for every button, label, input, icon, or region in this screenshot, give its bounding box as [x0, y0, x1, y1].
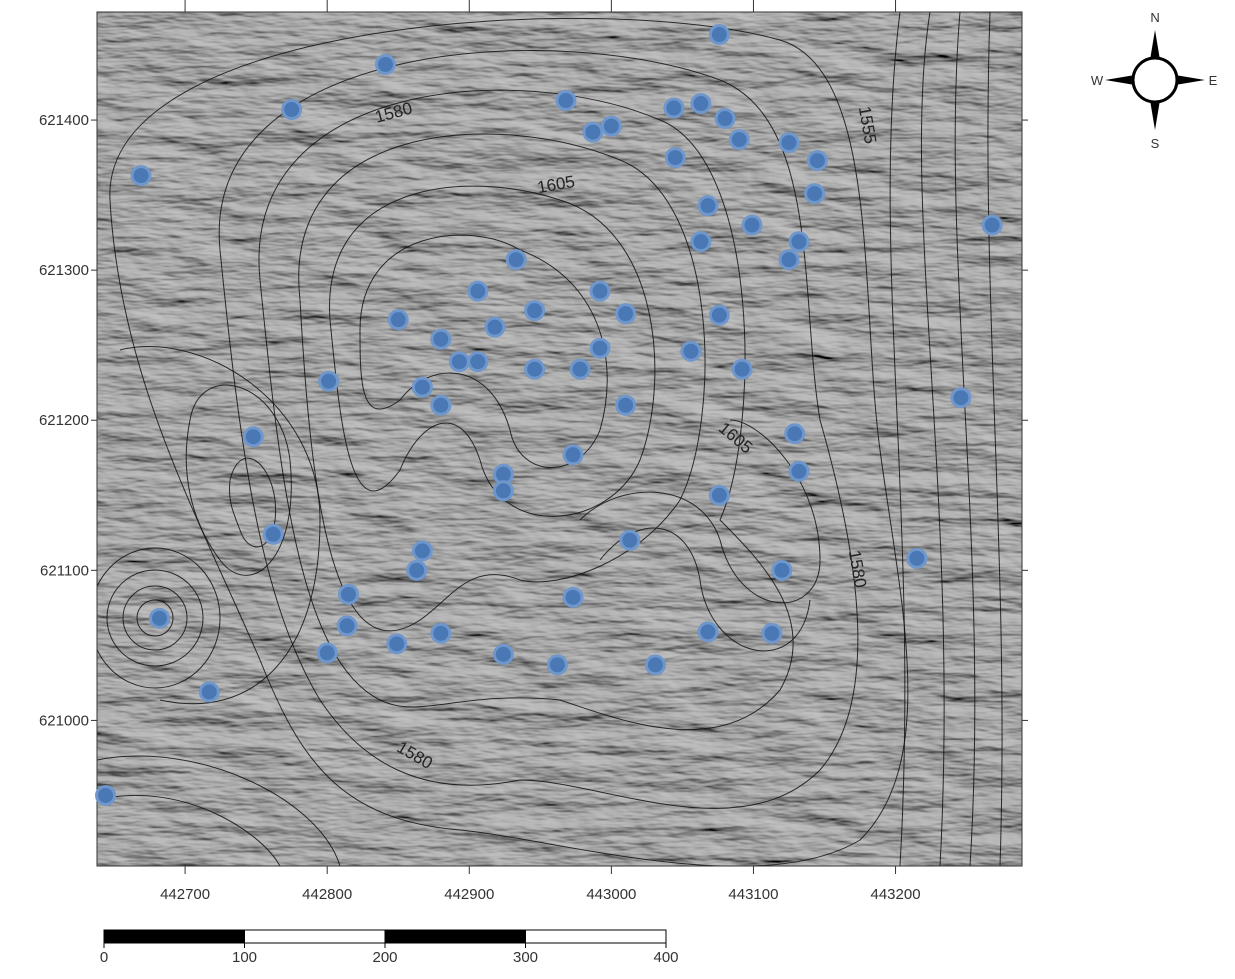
scale-segment: [245, 930, 386, 943]
sample-point: [151, 609, 169, 627]
sample-point: [808, 152, 826, 170]
map-body: 1580 1605 1555 1605 1580 1580: [90, 12, 1022, 866]
sample-point: [413, 542, 431, 560]
sample-point: [548, 656, 566, 674]
sample-point: [486, 318, 504, 336]
sample-point: [666, 149, 684, 167]
sample-point: [699, 623, 717, 641]
sample-point: [376, 56, 394, 74]
sample-point: [591, 339, 609, 357]
x-tick-label: 442700: [160, 886, 210, 903]
compass-north: N: [1150, 10, 1159, 25]
sample-point: [320, 372, 338, 390]
sample-point: [780, 251, 798, 269]
x-tick-label: 442800: [302, 886, 352, 903]
sample-point: [710, 306, 728, 324]
sample-point: [790, 233, 808, 251]
scale-segment: [385, 930, 526, 943]
sample-point: [339, 585, 357, 603]
sample-point: [665, 99, 683, 117]
x-tick-label: 442900: [444, 886, 494, 903]
x-tick-label: 443100: [728, 886, 778, 903]
sample-point: [526, 360, 544, 378]
sample-point: [507, 251, 525, 269]
sample-point: [730, 131, 748, 149]
scale-label: 0: [100, 949, 108, 966]
y-tick-label: 621100: [40, 562, 89, 579]
sample-point: [908, 549, 926, 567]
sample-point: [790, 462, 808, 480]
sample-point: [526, 302, 544, 320]
sample-point: [388, 635, 406, 653]
sample-point: [432, 624, 450, 642]
scale-label: 300: [513, 949, 538, 966]
sample-point: [571, 360, 589, 378]
sample-point: [773, 561, 791, 579]
sample-point: [200, 683, 218, 701]
sample-point: [743, 216, 761, 234]
scale-label: 200: [372, 949, 397, 966]
sample-point: [733, 360, 751, 378]
sample-point: [780, 134, 798, 152]
sample-point: [494, 482, 512, 500]
sample-point: [494, 645, 512, 663]
sample-point: [682, 342, 700, 360]
scale-label: 100: [232, 949, 257, 966]
compass-west: W: [1091, 73, 1104, 88]
sample-point: [983, 216, 1001, 234]
sample-point: [432, 330, 450, 348]
sample-point: [413, 378, 431, 396]
y-tick-label: 621300: [39, 262, 89, 279]
sample-point: [710, 486, 728, 504]
sample-point: [692, 233, 710, 251]
y-tick-label: 621400: [39, 112, 89, 129]
sample-point: [564, 588, 582, 606]
sample-point: [450, 353, 468, 371]
sample-point: [716, 110, 734, 128]
scale-segment: [104, 930, 245, 943]
x-tick-label: 443200: [871, 886, 921, 903]
sample-point: [264, 525, 282, 543]
scale-label: 400: [653, 949, 678, 966]
compass: N E S W: [1091, 10, 1218, 151]
sample-point: [617, 396, 635, 414]
sample-point: [617, 305, 635, 323]
sample-point: [952, 389, 970, 407]
compass-south: S: [1151, 136, 1160, 151]
map: 1580 1605 1555 1605 1580 1580 N E S W 44…: [0, 0, 1235, 974]
hillshade: [97, 12, 1022, 866]
compass-east: E: [1209, 73, 1218, 88]
sample-point: [244, 428, 262, 446]
sample-point: [338, 617, 356, 635]
sample-point: [469, 282, 487, 300]
sample-point: [389, 311, 407, 329]
sample-point: [564, 446, 582, 464]
sample-point: [602, 117, 620, 135]
sample-point: [557, 92, 575, 110]
sample-point: [469, 353, 487, 371]
y-tick-label: 621000: [39, 712, 89, 729]
sample-point: [692, 95, 710, 113]
sample-point: [646, 656, 664, 674]
sample-point: [591, 282, 609, 300]
sample-point: [97, 786, 115, 804]
sample-point: [699, 197, 717, 215]
sample-point: [584, 123, 602, 141]
sample-point: [786, 425, 804, 443]
sample-point: [763, 624, 781, 642]
sample-point: [432, 396, 450, 414]
sample-point: [283, 101, 301, 119]
sample-point: [710, 26, 728, 44]
scale-segment: [526, 930, 667, 943]
sample-point: [408, 561, 426, 579]
sample-point: [318, 644, 336, 662]
sample-point: [806, 185, 824, 203]
sample-point: [621, 531, 639, 549]
x-tick-label: 443000: [586, 886, 636, 903]
y-tick-label: 621200: [39, 412, 89, 429]
page: {"chart_data": { "type": "scatter", "x":…: [0, 0, 1235, 974]
sample-point: [132, 167, 150, 185]
